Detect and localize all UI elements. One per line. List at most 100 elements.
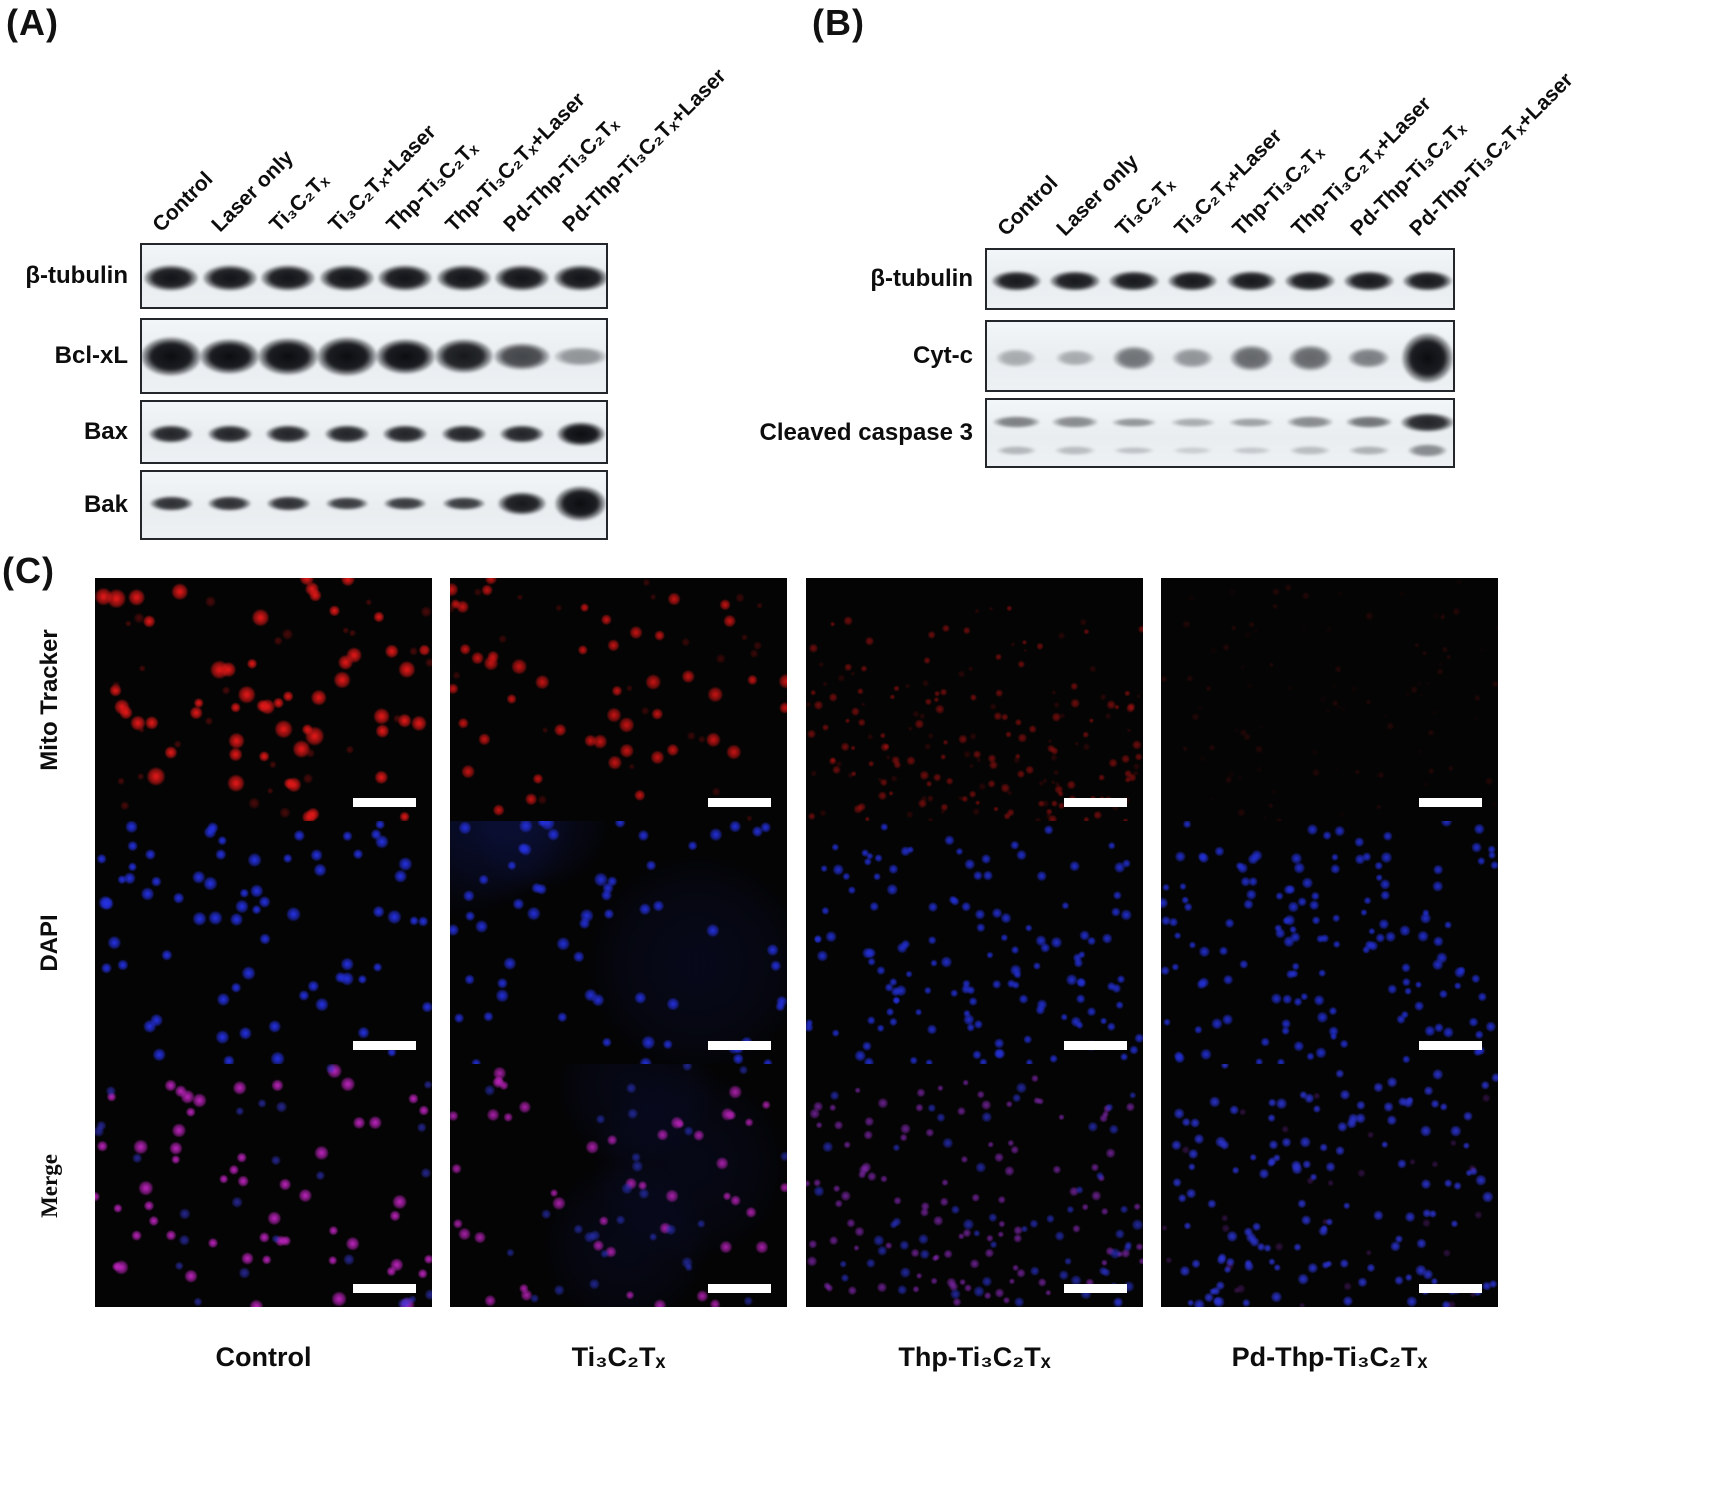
scale-bar bbox=[708, 1041, 771, 1050]
scale-bar bbox=[1064, 798, 1127, 807]
blot-band bbox=[261, 265, 316, 291]
blot-band bbox=[1286, 416, 1334, 429]
blot-band bbox=[1402, 271, 1453, 291]
blot-band bbox=[266, 425, 311, 443]
blot-band bbox=[1348, 347, 1390, 369]
blot-band bbox=[316, 336, 377, 377]
blot-band bbox=[996, 348, 1037, 368]
micrograph bbox=[95, 578, 432, 821]
blot-band bbox=[1114, 447, 1154, 454]
micrograph-canvas bbox=[1161, 821, 1498, 1064]
micrograph bbox=[806, 578, 1143, 821]
blot-band bbox=[500, 425, 545, 443]
panel-c-label: (C) bbox=[2, 550, 55, 591]
panel-a-blot-strip bbox=[140, 400, 608, 464]
panel-a-label: (A) bbox=[6, 2, 59, 43]
blot-band bbox=[553, 265, 606, 291]
blot-band bbox=[149, 496, 193, 511]
blot-band bbox=[1055, 446, 1095, 455]
panel-b-label: (B) bbox=[812, 2, 865, 43]
micrograph-canvas bbox=[806, 1064, 1143, 1307]
blot-band bbox=[144, 265, 199, 291]
micrograph bbox=[450, 578, 787, 821]
scale-bar bbox=[1419, 798, 1482, 807]
scale-bar bbox=[353, 1284, 416, 1293]
scale-bar bbox=[353, 798, 416, 807]
micrograph bbox=[806, 821, 1143, 1064]
micrograph bbox=[450, 1064, 787, 1307]
blot-band bbox=[202, 265, 257, 291]
blot-band bbox=[556, 421, 605, 447]
blot-band bbox=[319, 265, 374, 291]
blot-band bbox=[1112, 346, 1155, 370]
scale-bar bbox=[1064, 1041, 1127, 1050]
micrograph-canvas bbox=[450, 1064, 787, 1307]
blot-band bbox=[494, 342, 551, 371]
blot-band bbox=[208, 496, 252, 511]
panel-b-blot-strip bbox=[985, 248, 1455, 310]
blot-band bbox=[436, 265, 491, 291]
blot-band bbox=[207, 425, 252, 443]
panel-c-column-label: Thp-Ti₃C₂Tₓ bbox=[898, 1342, 1051, 1372]
micrograph-canvas bbox=[450, 578, 787, 821]
micrograph bbox=[450, 821, 787, 1064]
blot-band bbox=[378, 265, 433, 291]
blot-band bbox=[1231, 447, 1272, 454]
micrograph bbox=[95, 821, 432, 1064]
blot-band bbox=[1349, 446, 1389, 455]
panel-a-row-label: Bax bbox=[83, 418, 128, 445]
blot-band bbox=[554, 346, 606, 367]
panel-b-blot-strip bbox=[985, 398, 1455, 468]
blot-band bbox=[1407, 443, 1448, 458]
panel-a-row-label: Bcl-xL bbox=[54, 342, 128, 369]
scale-bar bbox=[708, 1284, 771, 1293]
blot-band bbox=[1288, 345, 1332, 371]
blot-band bbox=[993, 416, 1040, 429]
blot-band bbox=[383, 425, 428, 443]
blot-band bbox=[1167, 271, 1218, 291]
panel-a-row-label: β-tubulin bbox=[25, 262, 128, 289]
blot-band bbox=[384, 496, 427, 511]
blot-band bbox=[325, 496, 368, 511]
blot-band bbox=[1229, 417, 1274, 428]
micrograph-canvas bbox=[95, 578, 432, 821]
blot-band bbox=[1050, 271, 1100, 291]
scale-bar bbox=[1419, 1041, 1482, 1050]
blot-band bbox=[200, 338, 260, 375]
micrograph bbox=[1161, 821, 1498, 1064]
blot-band bbox=[149, 425, 194, 443]
micrograph bbox=[95, 1064, 432, 1307]
panel-c-column-label: Control bbox=[215, 1342, 312, 1372]
scale-bar bbox=[708, 798, 771, 807]
micrograph bbox=[1161, 578, 1498, 821]
panel-a-lane-label: Control bbox=[148, 167, 218, 237]
micrograph-canvas bbox=[1161, 578, 1498, 821]
blot-band bbox=[375, 339, 435, 374]
micrograph bbox=[1161, 1064, 1498, 1307]
blot-band bbox=[1290, 446, 1330, 455]
scale-bar bbox=[1064, 1284, 1127, 1293]
micrograph-canvas bbox=[806, 821, 1143, 1064]
blot-band bbox=[991, 271, 1042, 291]
panel-a-blot-strip bbox=[140, 470, 608, 540]
micrograph-canvas bbox=[1161, 1064, 1498, 1307]
blot-band bbox=[996, 446, 1037, 455]
blot-band bbox=[1111, 417, 1156, 428]
blot-band bbox=[1229, 345, 1273, 371]
blot-band bbox=[1401, 412, 1453, 432]
blot-band bbox=[1226, 271, 1277, 291]
blot-band bbox=[1051, 416, 1099, 429]
panel-a-row-label: Bak bbox=[83, 491, 128, 518]
blot-band bbox=[434, 339, 493, 374]
panel-c-row-label: Merge bbox=[37, 1153, 62, 1218]
scale-bar bbox=[353, 1041, 416, 1050]
micrograph-canvas bbox=[95, 1064, 432, 1307]
micrograph-canvas bbox=[806, 578, 1143, 821]
blot-band bbox=[1109, 271, 1159, 291]
blot-band bbox=[1344, 271, 1394, 291]
blot-band bbox=[324, 425, 369, 443]
blot-band bbox=[555, 486, 606, 521]
blot-band bbox=[495, 265, 550, 291]
panel-b-blot-strip bbox=[985, 320, 1455, 392]
